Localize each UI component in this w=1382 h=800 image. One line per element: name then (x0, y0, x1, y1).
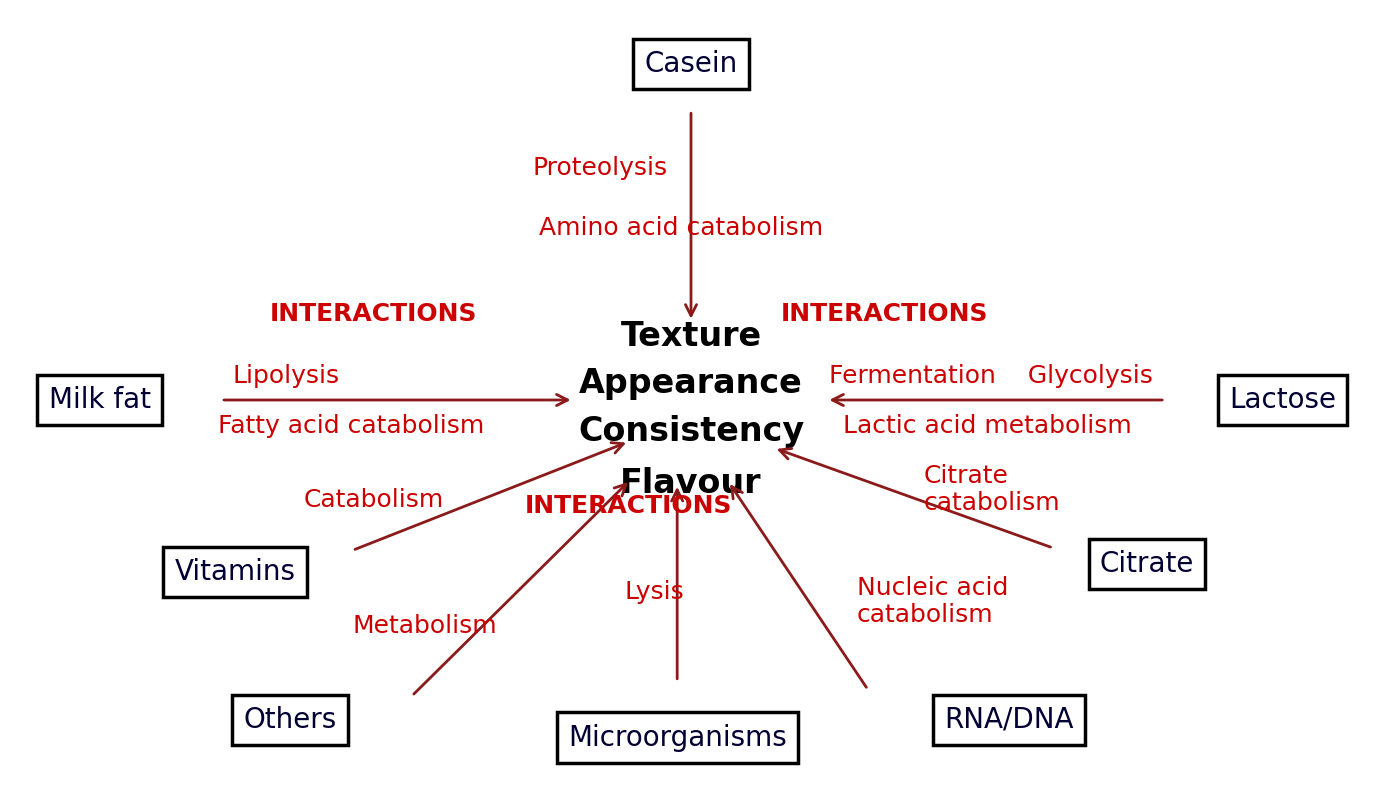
Text: Appearance: Appearance (579, 367, 803, 401)
Text: INTERACTIONS: INTERACTIONS (525, 494, 732, 518)
Text: INTERACTIONS: INTERACTIONS (269, 302, 477, 326)
Text: Others: Others (243, 706, 337, 734)
Text: Lactic acid metabolism: Lactic acid metabolism (843, 414, 1132, 438)
Text: Milk fat: Milk fat (48, 386, 151, 414)
Text: Citrate
catabolism: Citrate catabolism (923, 464, 1060, 515)
Text: Lipolysis: Lipolysis (232, 364, 340, 388)
Text: Lactose: Lactose (1229, 386, 1336, 414)
Text: Metabolism: Metabolism (352, 614, 498, 638)
Text: Vitamins: Vitamins (174, 558, 296, 586)
Text: INTERACTIONS: INTERACTIONS (781, 302, 988, 326)
Text: Catabolism: Catabolism (304, 488, 444, 512)
Text: Lysis: Lysis (625, 580, 684, 604)
Text: Texture: Texture (621, 319, 761, 353)
Text: Citrate: Citrate (1100, 550, 1194, 578)
Text: Fatty acid catabolism: Fatty acid catabolism (218, 414, 485, 438)
Text: RNA/DNA: RNA/DNA (944, 706, 1074, 734)
Text: Amino acid catabolism: Amino acid catabolism (539, 216, 824, 240)
Text: Casein: Casein (644, 50, 738, 78)
Text: Fermentation    Glycolysis: Fermentation Glycolysis (829, 364, 1153, 388)
Text: Microorganisms: Microorganisms (568, 723, 786, 752)
Text: Proteolysis: Proteolysis (532, 156, 668, 180)
Text: Nucleic acid
catabolism: Nucleic acid catabolism (857, 576, 1009, 627)
Text: Flavour: Flavour (621, 466, 761, 500)
Text: Consistency: Consistency (578, 415, 804, 449)
